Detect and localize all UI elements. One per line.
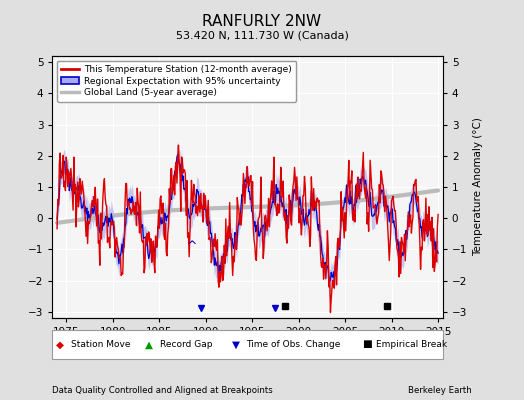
- Text: 53.420 N, 111.730 W (Canada): 53.420 N, 111.730 W (Canada): [176, 30, 348, 40]
- Text: Record Gap: Record Gap: [160, 340, 212, 349]
- Text: Data Quality Controlled and Aligned at Breakpoints: Data Quality Controlled and Aligned at B…: [52, 386, 273, 395]
- Text: Empirical Break: Empirical Break: [376, 340, 447, 349]
- Text: ▲: ▲: [145, 339, 154, 350]
- Y-axis label: Temperature Anomaly (°C): Temperature Anomaly (°C): [473, 118, 483, 256]
- Text: Time of Obs. Change: Time of Obs. Change: [246, 340, 341, 349]
- Text: ▼: ▼: [232, 339, 240, 350]
- Legend: This Temperature Station (12-month average), Regional Expectation with 95% uncer: This Temperature Station (12-month avera…: [57, 60, 296, 102]
- Text: RANFURLY 2NW: RANFURLY 2NW: [202, 14, 322, 29]
- Text: Berkeley Earth: Berkeley Earth: [408, 386, 472, 395]
- Text: ^: ^: [187, 240, 197, 252]
- Text: ■: ■: [362, 339, 372, 350]
- Text: ◆: ◆: [56, 339, 64, 350]
- Text: Station Move: Station Move: [71, 340, 130, 349]
